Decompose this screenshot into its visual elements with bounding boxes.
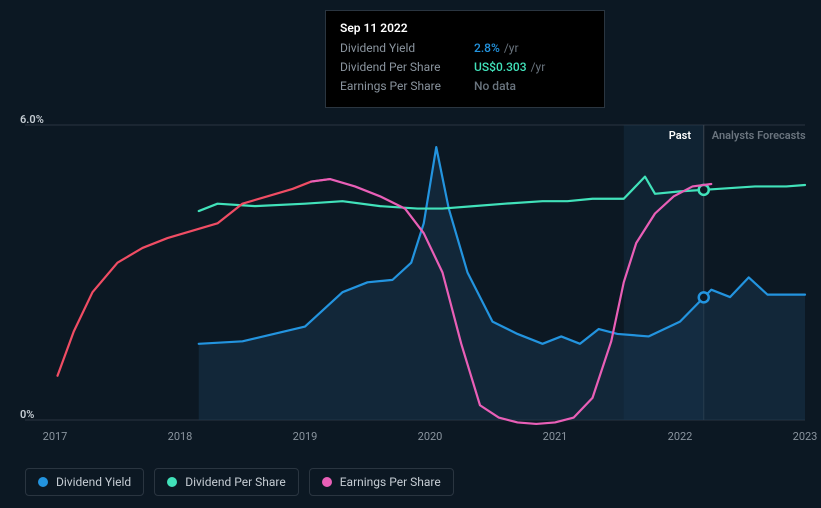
dividend-chart: Sep 11 2022 Dividend Yield2.8%/yrDividen… [0,0,821,508]
tooltip-row-label: Dividend Yield [340,39,470,58]
tooltip-row: Dividend Yield2.8% /yr [340,39,590,58]
legend-item-dividend-yield[interactable]: Dividend Yield [25,468,144,496]
chart-legend: Dividend Yield Dividend Per Share Earnings… [25,468,454,496]
past-label: Past [669,129,691,142]
legend-label: Dividend Per Share [185,475,286,489]
legend-item-earnings-per-share[interactable]: Earnings Per Share [309,468,454,496]
chart-tooltip: Sep 11 2022 Dividend Yield2.8%/yrDividen… [325,10,605,108]
x-axis-tick: 2018 [168,430,193,443]
legend-dot-icon [167,477,177,487]
x-axis-tick: 2019 [293,430,318,443]
tooltip-row: Earnings Per ShareNo data [340,77,590,96]
legend-label: Earnings Per Share [340,475,441,489]
tooltip-row-value: 2.8% [474,39,500,58]
x-axis-tick: 2022 [668,430,693,443]
legend-label: Dividend Yield [56,475,131,489]
tooltip-row-label: Dividend Per Share [340,58,470,77]
legend-item-dividend-per-share[interactable]: Dividend Per Share [154,468,299,496]
legend-dot-icon [38,477,48,487]
legend-dot-icon [322,477,332,487]
tooltip-row: Dividend Per ShareUS$0.303/yr [340,58,590,77]
x-axis-tick: 2017 [43,430,68,443]
tooltip-row-unit: /yr [504,39,519,58]
tooltip-row-value: No data [474,77,516,96]
tooltip-row-value: US$0.303 [474,58,527,77]
x-axis-tick: 2023 [793,430,818,443]
forecast-label: Analysts Forecasts [712,129,806,142]
tooltip-row-unit: /yr [531,58,546,77]
y-axis-tick: 0% [20,408,34,421]
x-axis-tick: 2021 [543,430,568,443]
tooltip-row-label: Earnings Per Share [340,77,470,96]
x-axis-tick: 2020 [418,430,443,443]
tooltip-date: Sep 11 2022 [340,21,590,35]
y-axis-tick: 6.0% [20,113,44,126]
